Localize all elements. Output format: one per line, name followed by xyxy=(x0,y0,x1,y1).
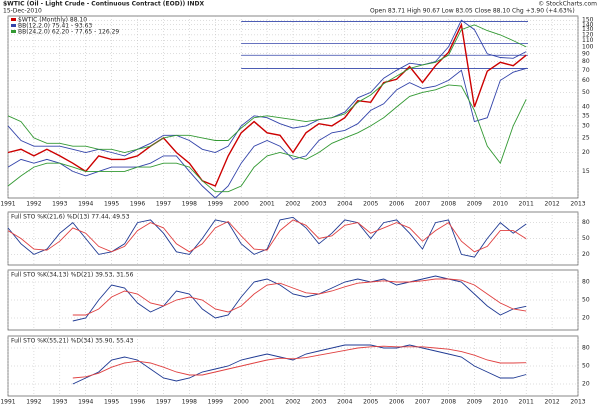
x-tick-label: 2008 xyxy=(441,201,456,208)
x-tick-label: 2003 xyxy=(311,201,326,208)
x-tick-label: 2010 xyxy=(493,399,508,406)
y-tick-label: 25 xyxy=(582,134,590,141)
y-tick-label: 20 xyxy=(582,251,590,258)
chart-title: $WTIC (Oil - Light Crude - Continuous Co… xyxy=(3,1,205,8)
x-tick-label: 1997 xyxy=(156,201,171,208)
y-tick-label: 140 xyxy=(582,21,594,28)
y-tick-label: 15 xyxy=(582,168,590,175)
x-tick-label: 2013 xyxy=(570,399,585,406)
series-line xyxy=(7,19,527,157)
series-line xyxy=(72,344,527,385)
y-tick-label: 50 xyxy=(582,235,590,242)
x-tick-label: 2011 xyxy=(519,201,534,208)
x-tick-label: 2007 xyxy=(415,201,430,208)
x-tick-label: 2005 xyxy=(363,201,378,208)
x-tick-label: 2012 xyxy=(544,201,559,208)
y-tick-label: 20 xyxy=(582,315,590,322)
legend-label: BB(24,2.0) 62.20 - 77.65 - 126.29 xyxy=(18,29,119,36)
legend-label: $WTIC (Monthly) 88.10 xyxy=(18,17,87,24)
x-tick-label: 1998 xyxy=(182,201,197,208)
y-tick-label: 50 xyxy=(582,297,590,304)
x-tick-label: 1994 xyxy=(78,399,93,406)
x-tick-label: 1992 xyxy=(26,201,41,208)
x-tick-label: 2001 xyxy=(259,201,274,208)
y-tick-label: 30 xyxy=(582,122,590,129)
y-tick-label: 90 xyxy=(582,50,590,57)
series-line xyxy=(7,84,527,193)
x-tick-label: 1992 xyxy=(26,399,41,406)
x-tick-label: 2012 xyxy=(544,399,559,406)
x-tick-label: 1999 xyxy=(208,399,223,406)
x-tick-label: 1999 xyxy=(208,201,223,208)
x-tick-label: 1998 xyxy=(182,399,197,406)
x-tick-label: 2001 xyxy=(259,399,274,406)
x-tick-label: 1991 xyxy=(0,201,15,208)
y-tick-label: 130 xyxy=(582,26,594,33)
y-tick-label: 80 xyxy=(582,279,590,286)
panel-title: Full STO %K(34,13) %D(21) 39.53, 31.56 xyxy=(11,272,134,279)
x-tick-label: 2003 xyxy=(311,399,326,406)
y-tick-label: 80 xyxy=(582,58,590,65)
x-tick-label: 1991 xyxy=(0,399,15,406)
y-tick-label: 40 xyxy=(582,104,590,111)
y-tick-label: 80 xyxy=(582,219,590,226)
x-tick-label: 1995 xyxy=(104,201,119,208)
y-tick-label: 20 xyxy=(582,149,590,156)
x-tick-label: 2010 xyxy=(493,201,508,208)
y-tick-label: 80 xyxy=(582,345,590,352)
panel-title: Full STO %K(55,21) %D(34) 35.90, 55.43 xyxy=(11,338,134,345)
series-line xyxy=(7,22,527,187)
x-tick-label: 2002 xyxy=(285,399,300,406)
series-line xyxy=(72,278,527,316)
x-tick-label: 2002 xyxy=(285,201,300,208)
y-tick-label: 120 xyxy=(582,31,594,38)
y-tick-label: 50 xyxy=(582,363,590,370)
x-tick-label: 2004 xyxy=(337,201,352,208)
y-tick-label: 100 xyxy=(582,43,594,50)
x-tick-label: 1993 xyxy=(52,201,67,208)
y-tick-label: 35 xyxy=(582,112,590,119)
legend-label: BB(12,2.0) 75.41 - 93.63 xyxy=(18,23,92,30)
x-tick-label: 2006 xyxy=(389,399,404,406)
x-tick-label: 2006 xyxy=(389,201,404,208)
series-line xyxy=(72,345,527,379)
x-tick-label: 1994 xyxy=(78,201,93,208)
y-tick-label: 150 xyxy=(582,17,594,24)
x-tick-label: 2009 xyxy=(467,399,482,406)
y-tick-label: 60 xyxy=(582,77,590,84)
legend-swatch xyxy=(11,30,16,33)
x-tick-label: 2008 xyxy=(441,399,456,406)
x-tick-label: 1993 xyxy=(52,399,67,406)
x-tick-label: 2009 xyxy=(467,201,482,208)
date: 15-Dec-2010 xyxy=(3,8,42,15)
series-line xyxy=(7,24,527,153)
legend-swatch xyxy=(11,24,16,27)
y-tick-label: 110 xyxy=(582,37,594,44)
x-tick-label: 1995 xyxy=(104,399,119,406)
y-tick-label: 20 xyxy=(582,381,590,388)
series-line xyxy=(7,216,527,258)
source: © StockCharts.com xyxy=(538,1,597,8)
y-tick-label: 50 xyxy=(582,89,590,96)
x-tick-label: 2011 xyxy=(519,399,534,406)
x-tick-label: 2007 xyxy=(415,399,430,406)
legend-swatch xyxy=(11,18,16,21)
quote: Open 83.71 High 90.67 Low 83.05 Close 88… xyxy=(370,8,575,15)
x-tick-label: 2000 xyxy=(234,399,249,406)
x-tick-label: 1997 xyxy=(156,399,171,406)
x-tick-label: 1996 xyxy=(130,201,145,208)
series-line xyxy=(7,67,527,199)
x-tick-label: 2013 xyxy=(570,201,585,208)
x-tick-label: 2004 xyxy=(337,399,352,406)
x-tick-label: 1996 xyxy=(130,399,145,406)
panel-title: Full STO %K(21,6) %D(13) 77.44, 49.53 xyxy=(11,214,130,221)
x-tick-label: 2000 xyxy=(234,201,249,208)
series-line xyxy=(7,219,527,253)
y-tick-label: 70 xyxy=(582,67,590,74)
x-tick-label: 2005 xyxy=(363,399,378,406)
